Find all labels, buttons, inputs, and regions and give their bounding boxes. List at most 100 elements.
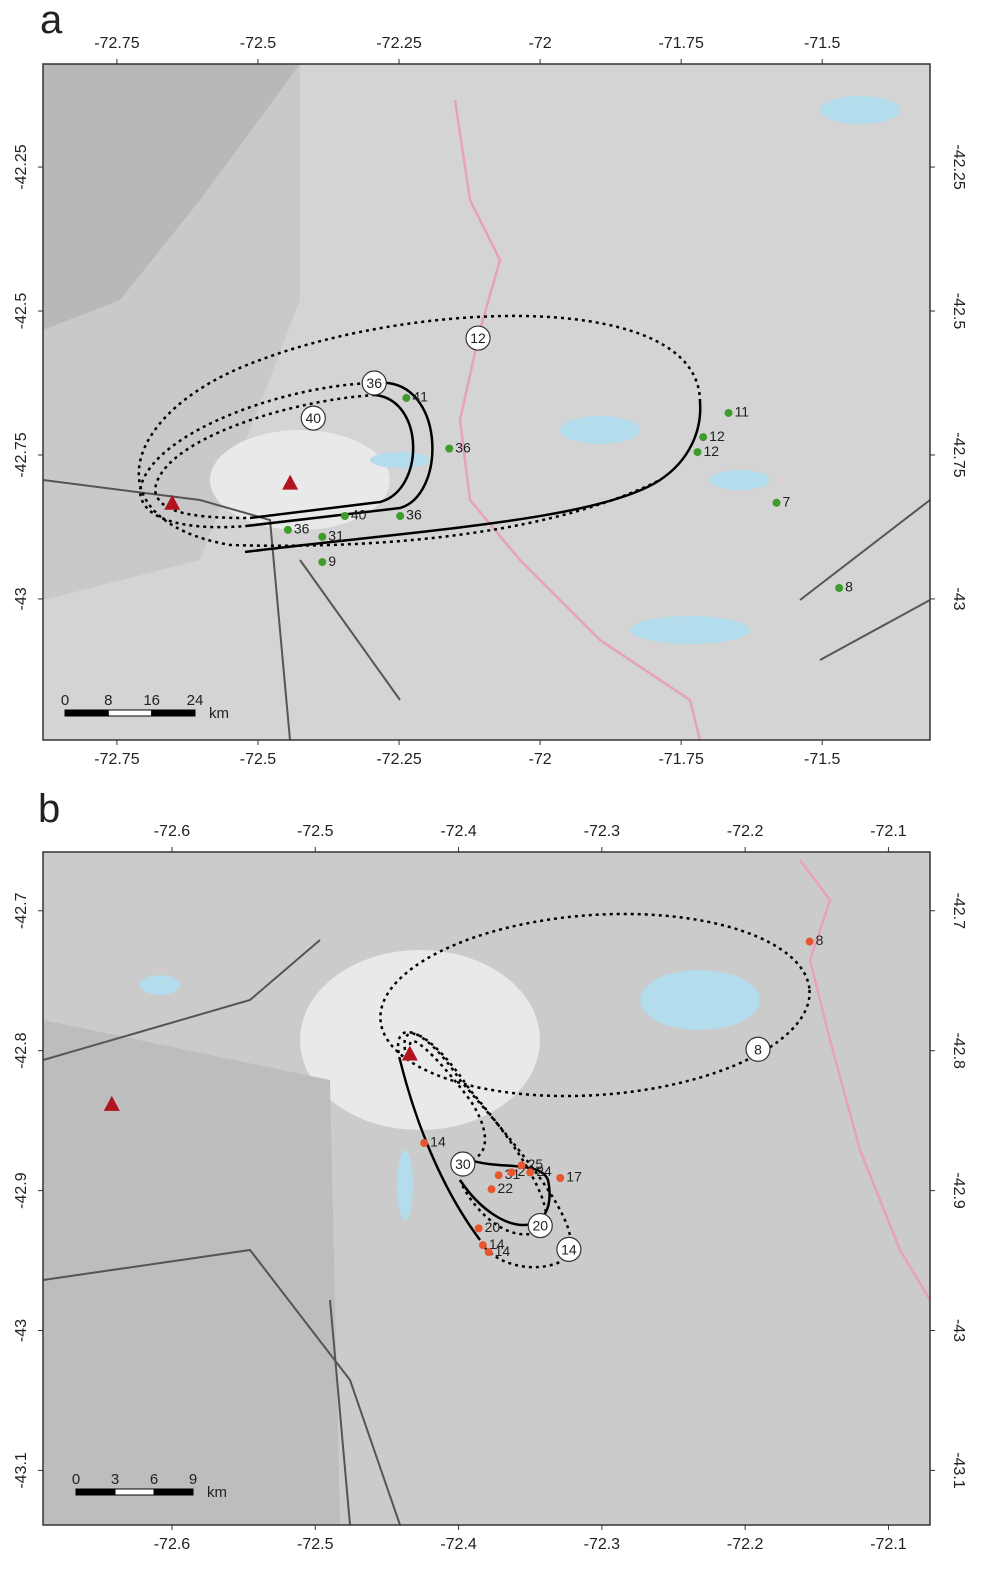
point-label: 20 <box>485 1219 501 1235</box>
x-tick-label: -72.2 <box>727 1536 764 1553</box>
sample-point <box>772 498 781 507</box>
sample-point <box>340 512 349 521</box>
x-tick-label: -72.2 <box>727 823 764 840</box>
point-label: 31 <box>328 527 344 543</box>
scale-label: 6 <box>150 1471 158 1488</box>
y-tick-label: -42.75 <box>950 432 967 477</box>
sample-point <box>487 1185 496 1194</box>
sample-point <box>420 1139 429 1148</box>
volcano <box>164 494 181 510</box>
x-tick-label: -72.25 <box>376 35 421 52</box>
isopach-label: 8 <box>754 1041 762 1057</box>
scale-label: 3 <box>111 1471 119 1488</box>
isopach-label: 20 <box>532 1218 548 1234</box>
sample-point <box>318 532 327 541</box>
sample-point <box>556 1174 565 1183</box>
isopach-lines-a <box>137 314 702 554</box>
x-tick-label: -71.5 <box>804 751 841 768</box>
frame-b <box>42 851 931 1526</box>
y-tick-label: -42.8 <box>13 1032 30 1069</box>
sample-point <box>724 408 733 417</box>
sample-point <box>478 1241 487 1250</box>
scale-label: 16 <box>143 692 160 709</box>
x-tick-label: -72.6 <box>154 823 191 840</box>
scale-label: 9 <box>189 1471 197 1488</box>
y-tick-label: -42.25 <box>13 144 30 189</box>
isopach-label-bg <box>745 1036 771 1062</box>
panel-letter: b <box>38 787 60 831</box>
terrain-b <box>43 852 930 1525</box>
point-label: 14 <box>430 1134 446 1150</box>
y-tick-label: -42.8 <box>950 1032 967 1069</box>
y-tick-label: -42.7 <box>13 892 30 929</box>
point-label: 8 <box>845 579 853 595</box>
isopach-label: 30 <box>455 1156 471 1172</box>
x-tick-label: -72.5 <box>297 1536 334 1553</box>
isopach-lines-b <box>379 912 811 1269</box>
scale-bar <box>107 709 153 717</box>
x-tick-label: -72.3 <box>584 1536 621 1553</box>
y-tick-label: -43.1 <box>950 1452 967 1489</box>
point-label: 12 <box>709 428 725 444</box>
isopach-label: 14 <box>561 1241 577 1257</box>
point-label: 12 <box>704 443 720 459</box>
point-label: 9 <box>328 553 336 569</box>
x-tick-label: -72.5 <box>240 751 277 768</box>
terrain-a <box>43 64 930 740</box>
point-label: 36 <box>406 507 422 523</box>
sample-point <box>474 1224 483 1233</box>
volcano <box>282 474 299 490</box>
scale-label: 24 <box>187 692 204 709</box>
point-label: 36 <box>455 439 471 455</box>
y-tick-label: -42.9 <box>13 1172 30 1209</box>
x-tick-label: -72.1 <box>870 823 907 840</box>
y-tick-label: -42.5 <box>13 293 30 330</box>
scale-unit: km <box>209 705 229 722</box>
point-label: 17 <box>566 1169 582 1185</box>
sample-point <box>805 937 814 946</box>
sample-point <box>318 558 327 567</box>
x-tick-label: -72.3 <box>584 823 621 840</box>
x-tick-label: -72.6 <box>154 1536 191 1553</box>
y-tick-label: -42.7 <box>950 893 967 930</box>
isopach-label-bg <box>465 325 491 351</box>
scale-bar <box>64 709 109 717</box>
panel-letter: a <box>40 0 63 42</box>
frame-a <box>42 63 931 741</box>
scale-bar <box>153 1488 194 1496</box>
sample-point <box>693 448 702 457</box>
sample-point <box>484 1248 493 1257</box>
sample-point <box>402 393 411 402</box>
volcano <box>103 1095 120 1111</box>
scale-bar <box>114 1488 155 1496</box>
x-tick-label: -72 <box>529 751 552 768</box>
y-tick-label: -42.5 <box>950 293 967 330</box>
sample-point <box>835 583 844 592</box>
x-tick-label: -72 <box>529 35 552 52</box>
isopach-label: 36 <box>366 375 382 391</box>
x-tick-label: -72.75 <box>94 35 139 52</box>
x-tick-label: -72.25 <box>376 751 421 768</box>
sample-point <box>526 1168 535 1177</box>
scale-label: 0 <box>61 692 69 709</box>
point-label: 36 <box>294 521 310 537</box>
scale-label: 8 <box>104 692 112 709</box>
isopach-label-bg <box>450 1151 476 1177</box>
point-label: 14 <box>489 1236 505 1252</box>
sample-point <box>283 525 292 534</box>
volcano <box>401 1045 418 1061</box>
x-tick-label: -72.75 <box>94 751 139 768</box>
y-tick-label: -42.9 <box>950 1172 967 1209</box>
point-label: 22 <box>498 1180 514 1196</box>
sample-point <box>445 444 454 453</box>
point-label: 11 <box>735 404 750 420</box>
sample-point <box>699 433 708 442</box>
sample-point <box>507 1168 516 1177</box>
isopach-label-bg <box>361 370 387 396</box>
sample-point <box>517 1161 526 1170</box>
y-tick-label: -43 <box>13 1319 30 1342</box>
isopach-label-bg <box>527 1212 553 1239</box>
y-tick-label: -43 <box>950 587 967 610</box>
point-label: 24 <box>536 1163 552 1179</box>
point-label: 41 <box>412 389 428 405</box>
